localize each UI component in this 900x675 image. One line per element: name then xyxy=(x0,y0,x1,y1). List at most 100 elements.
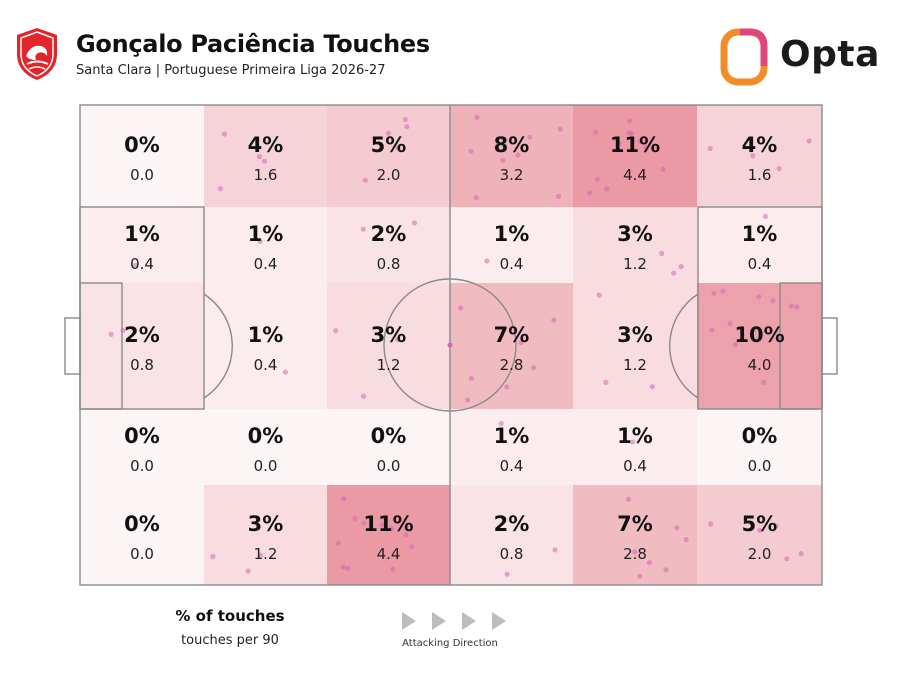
touch-dot xyxy=(360,393,367,399)
heatmap-cell xyxy=(204,283,327,409)
attacking-direction-label: Attacking Direction xyxy=(402,638,498,649)
touch-dot xyxy=(660,166,666,172)
heatmap-cell xyxy=(450,207,573,283)
touch-dot xyxy=(663,567,669,573)
touch-dot xyxy=(362,177,368,183)
touch-dot xyxy=(515,152,521,158)
cell-percent-label: 2% xyxy=(124,323,160,347)
heatmap-cell xyxy=(327,207,450,283)
touch-dot xyxy=(256,153,262,160)
touch-dot xyxy=(340,564,346,570)
left-penalty-arc xyxy=(203,293,233,399)
touch-dot xyxy=(504,571,510,577)
touch-dot xyxy=(527,134,533,140)
cell-percent-label: 7% xyxy=(494,323,530,347)
touch-dot xyxy=(760,379,767,385)
cell-per90-label: 0.0 xyxy=(748,457,772,475)
heatmap-cell xyxy=(573,207,697,283)
cell-percent-label: 3% xyxy=(248,512,284,536)
cell-percent-label: 1% xyxy=(494,222,530,246)
cell-per90-label: 0.4 xyxy=(130,255,154,273)
heatmap-cell xyxy=(573,409,697,485)
heatmap-cell xyxy=(697,283,822,409)
touch-dot xyxy=(518,340,524,346)
touch-dot xyxy=(390,566,396,572)
touch-dot xyxy=(773,523,779,529)
header: Gonçalo Paciência Touches Santa Clara | … xyxy=(0,0,900,95)
touch-dot xyxy=(649,384,655,390)
right-penalty-arc xyxy=(669,293,699,399)
touch-dot xyxy=(629,130,635,136)
right-goal xyxy=(821,317,838,375)
cell-percent-label: 1% xyxy=(248,222,284,246)
cell-per90-label: 1.2 xyxy=(254,545,278,563)
heatmap-cell xyxy=(80,105,204,207)
cell-per90-label: 0.0 xyxy=(377,457,401,475)
touch-dot xyxy=(555,193,562,199)
cell-per90-label: 1.2 xyxy=(623,356,647,374)
touch-dot xyxy=(531,365,537,371)
touch-dot xyxy=(784,556,790,562)
legend-percent-label: % of touches xyxy=(175,607,285,625)
cell-percent-label: 1% xyxy=(617,424,653,448)
pitch-markings xyxy=(64,104,838,586)
cell-per90-label: 1.2 xyxy=(623,255,647,273)
touch-dot xyxy=(352,515,358,522)
cell-percent-label: 3% xyxy=(617,222,653,246)
touch-dot xyxy=(474,114,480,120)
santa-clara-crest-icon xyxy=(17,28,57,80)
touch-dot xyxy=(674,525,680,531)
touch-dot xyxy=(593,129,599,135)
opta-brand-text: Opta xyxy=(780,34,880,75)
heatmap-cell xyxy=(697,105,822,207)
heatmap-cell xyxy=(204,409,327,485)
touch-dot xyxy=(335,540,341,547)
touch-dot xyxy=(637,573,643,579)
touch-dot xyxy=(711,290,717,296)
touch-dot xyxy=(794,304,800,310)
cell-percent-label: 1% xyxy=(124,222,160,246)
heatmap-cell xyxy=(80,409,204,485)
touch-dot xyxy=(395,336,401,343)
touch-dot xyxy=(360,226,366,232)
touch-dot xyxy=(637,138,643,144)
arrow-right-icon xyxy=(492,612,506,630)
touch-dot xyxy=(683,537,689,543)
touch-dot xyxy=(403,532,409,538)
touch-dot xyxy=(632,549,638,555)
heatmap-cell xyxy=(327,105,450,207)
touch-dot xyxy=(468,375,474,381)
touch-dot xyxy=(257,238,263,244)
touch-dot xyxy=(659,250,665,256)
cell-percent-label: 0% xyxy=(371,424,407,448)
cell-per90-label: 4.4 xyxy=(623,166,647,184)
cell-per90-label: 2.0 xyxy=(377,166,401,184)
cell-per90-label: 1.6 xyxy=(254,166,278,184)
touch-dot xyxy=(595,176,601,183)
attacking-direction-arrows xyxy=(402,612,506,630)
cell-percent-label: 4% xyxy=(742,133,778,157)
touch-dot xyxy=(732,342,739,348)
touch-dot xyxy=(465,397,471,403)
heatmap-cells xyxy=(80,105,822,585)
touch-dot xyxy=(473,195,479,201)
heatmap-cell xyxy=(204,207,327,283)
cell-percent-label: 7% xyxy=(617,512,653,536)
heatmap-cell xyxy=(204,105,327,207)
cell-percent-label: 3% xyxy=(371,323,407,347)
cell-per90-label: 1.2 xyxy=(377,356,401,374)
touch-dot xyxy=(596,292,602,298)
touch-dot xyxy=(671,270,677,276)
cell-percent-label: 1% xyxy=(248,323,284,347)
touch-dot xyxy=(587,190,593,196)
cell-per90-label: 2.0 xyxy=(748,545,772,563)
touch-dot xyxy=(217,186,223,192)
touch-dot xyxy=(108,331,114,337)
touch-dots xyxy=(108,114,812,579)
left-goal xyxy=(64,317,81,375)
cell-per90-label: 0.0 xyxy=(130,545,154,563)
touch-dot xyxy=(484,258,490,264)
touch-dot xyxy=(468,148,474,154)
touch-dot xyxy=(770,297,776,304)
cell-percent-label: 0% xyxy=(248,424,284,448)
